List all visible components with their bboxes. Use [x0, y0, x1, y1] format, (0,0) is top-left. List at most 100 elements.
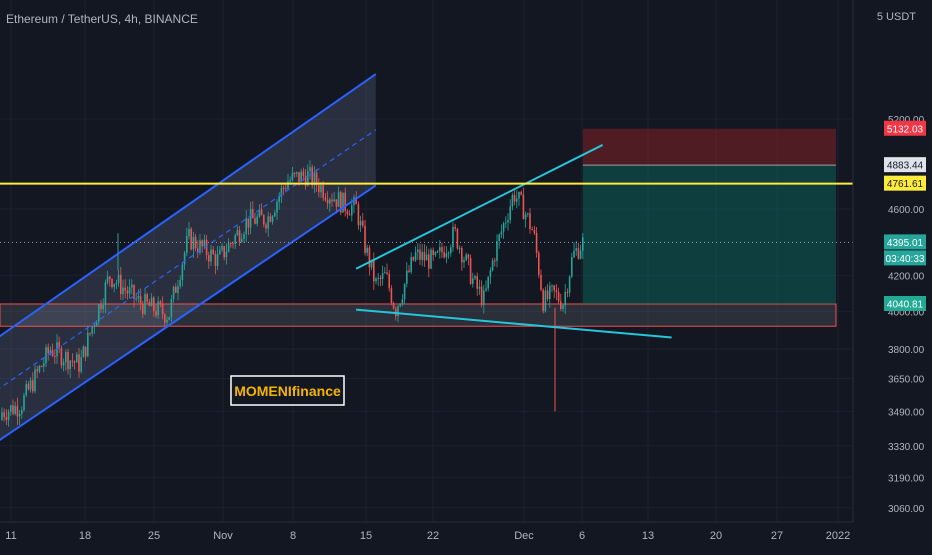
candle [1, 407, 3, 421]
candle-body [450, 247, 452, 254]
candle [562, 303, 564, 312]
candle [73, 360, 76, 370]
candle [12, 399, 14, 416]
candle [564, 284, 566, 315]
candle [58, 336, 60, 354]
candle-body [384, 272, 386, 274]
price-label-take-profit: 4040.81 [884, 295, 926, 311]
candle-body [571, 257, 573, 277]
candle-body [194, 236, 197, 249]
wedge-top-line[interactable] [355, 144, 604, 270]
candle-body [155, 311, 157, 316]
candle-body [388, 273, 390, 289]
candle-body [36, 369, 38, 372]
currency-label[interactable]: 5 USDT [877, 11, 916, 23]
candle-body [104, 282, 107, 305]
candle-body [447, 253, 450, 255]
candle-body [544, 290, 547, 312]
candle-body [417, 249, 419, 253]
candle-body [117, 274, 120, 284]
candle [36, 365, 38, 379]
candle-body [137, 296, 140, 299]
candle [89, 332, 91, 336]
candle [287, 173, 289, 190]
price-axis[interactable]: 5200.00 4600.00 4200.00 4000.00 3800.00 3650.… [888, 115, 925, 515]
time-axis[interactable]: 11 18 25 Nov 8 15 22 Dec 6 13 20 27 2022 [5, 530, 850, 542]
candle [219, 245, 221, 255]
candle-body [401, 299, 404, 304]
candle [337, 186, 340, 207]
candle [150, 293, 153, 307]
candle-body [34, 369, 36, 392]
falling-support-line[interactable] [356, 308, 672, 339]
candle-body [199, 240, 201, 253]
candle [25, 380, 27, 398]
candle [276, 199, 278, 220]
price-label-layer: 5132.03 4883.44 4761.61 4395.01 03:40:33 4040… [884, 120, 926, 311]
candle-body [78, 354, 80, 372]
candle [201, 239, 203, 253]
candle [401, 293, 404, 307]
candle [98, 303, 100, 326]
candle [364, 219, 366, 256]
trendline-layer[interactable] [0, 73, 853, 452]
candle [164, 312, 166, 327]
candle-body [485, 288, 487, 291]
candle-body [296, 172, 298, 174]
price-label-resistance: 4761.61 [884, 175, 926, 191]
candle-layer [1, 160, 584, 427]
candle-body [509, 206, 511, 220]
candle-body [533, 230, 536, 233]
candle [476, 272, 478, 296]
candle-body [126, 290, 129, 294]
candle [172, 285, 175, 303]
candle-body [313, 172, 316, 186]
candle [274, 209, 276, 218]
watermark-box [230, 375, 345, 406]
time-axis-panel[interactable] [0, 522, 853, 550]
candle-body [524, 214, 527, 220]
candle-body [267, 216, 269, 229]
channel-upper-line[interactable] [0, 73, 377, 349]
candle-body [234, 235, 236, 244]
candle-body [373, 259, 375, 282]
candle [555, 284, 558, 301]
y-tick-label: 3490.00 [888, 407, 925, 418]
candle-body [51, 350, 54, 356]
candle-body [146, 294, 148, 302]
candle [577, 242, 580, 260]
stop-loss-zone[interactable] [582, 128, 836, 166]
candle-body [359, 220, 362, 226]
candle-body [65, 351, 67, 363]
channel-mid-line[interactable] [0, 129, 377, 401]
candle [282, 185, 285, 196]
take-profit-zone[interactable] [582, 165, 836, 304]
candle [5, 409, 8, 426]
candle [403, 283, 406, 305]
candle-body [375, 278, 377, 282]
candle-body [386, 272, 388, 274]
price-axis-panel[interactable] [853, 0, 932, 550]
candle [296, 171, 298, 178]
candle [93, 323, 96, 334]
price-label-text: 03:40:33 [886, 254, 925, 265]
candle-body [157, 301, 159, 316]
candle [544, 286, 547, 313]
candle-body [54, 355, 56, 357]
candle [95, 320, 98, 326]
candle-body [175, 286, 177, 293]
candle [487, 276, 489, 292]
candle-body [236, 230, 239, 236]
candle-body [276, 201, 278, 213]
candle-body [469, 258, 472, 284]
candle [324, 193, 327, 202]
candle [467, 253, 470, 266]
channel-lower-line[interactable] [0, 184, 377, 452]
candle-body [227, 243, 230, 253]
candle [291, 166, 294, 182]
grid-layer [0, 0, 853, 522]
candle [483, 284, 485, 314]
candle [91, 326, 93, 337]
